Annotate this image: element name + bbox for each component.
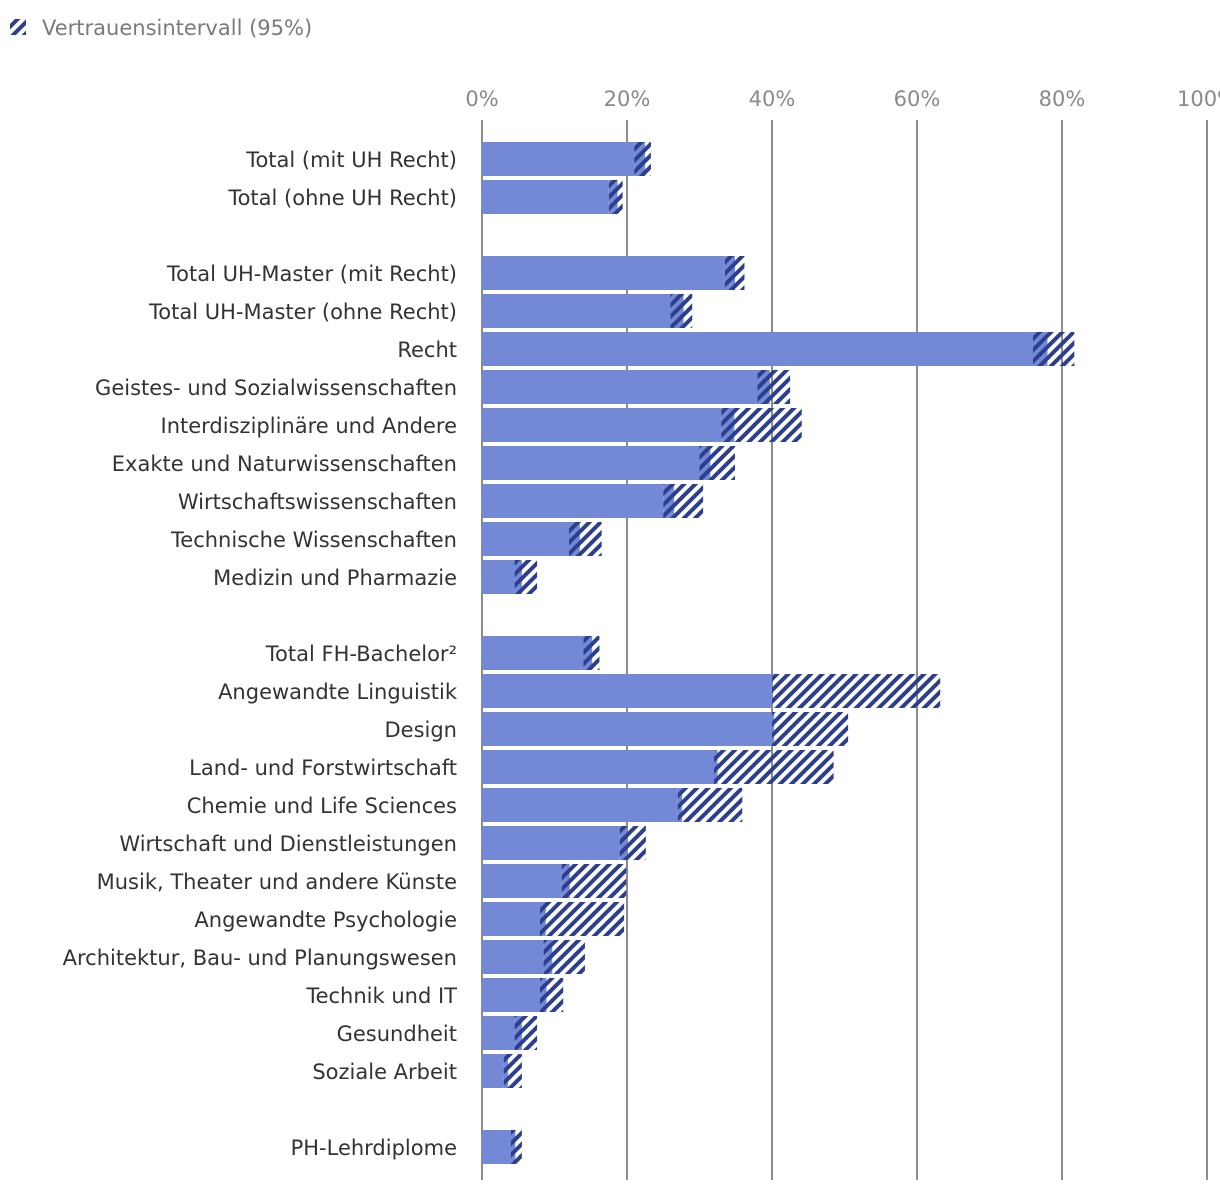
category-label: Exakte und Naturwissenschaften bbox=[112, 452, 457, 476]
confidence-interval bbox=[772, 674, 941, 708]
x-tick-label: 60% bbox=[894, 87, 941, 111]
confidence-interval bbox=[619, 826, 646, 860]
category-label: Technische Wissenschaften bbox=[170, 528, 457, 552]
confidence-interval bbox=[772, 712, 849, 746]
confidence-interval bbox=[540, 902, 625, 936]
category-label: Angewandte Linguistik bbox=[218, 680, 458, 704]
legend: Vertrauensintervall (95%) bbox=[10, 16, 312, 40]
bars bbox=[482, 142, 1075, 1164]
category-label: Chemie und Life Sciences bbox=[187, 794, 457, 818]
bar bbox=[482, 636, 584, 670]
category-label: Interdisziplinäre und Andere bbox=[161, 414, 457, 438]
confidence-interval bbox=[569, 522, 602, 556]
confidence-interval bbox=[561, 864, 627, 898]
confidence-interval bbox=[721, 408, 802, 442]
bar bbox=[482, 712, 772, 746]
category-label: Angewandte Psychologie bbox=[194, 908, 457, 932]
bar bbox=[482, 978, 540, 1012]
bar bbox=[482, 1016, 515, 1050]
bar bbox=[482, 180, 609, 214]
bar bbox=[482, 256, 725, 290]
bar bbox=[482, 826, 620, 860]
bar bbox=[482, 142, 635, 176]
confidence-interval bbox=[1033, 332, 1075, 366]
x-tick-label: 40% bbox=[749, 87, 796, 111]
confidence-interval bbox=[663, 484, 704, 518]
confidence-interval bbox=[514, 1016, 538, 1050]
bar bbox=[482, 902, 540, 936]
bar bbox=[482, 674, 772, 708]
category-label: Recht bbox=[397, 338, 457, 362]
confidence-interval bbox=[670, 294, 693, 328]
bar bbox=[482, 940, 544, 974]
bar bbox=[482, 370, 758, 404]
confidence-interval bbox=[757, 370, 791, 404]
category-label: Total FH-Bachelor² bbox=[265, 642, 457, 666]
bar bbox=[482, 446, 700, 480]
category-label: Geistes- und Sozialwissenschaften bbox=[95, 376, 457, 400]
confidence-interval bbox=[634, 142, 651, 176]
legend-hatch-swatch bbox=[10, 19, 26, 35]
confidence-interval bbox=[511, 1130, 522, 1164]
category-labels: Total (mit UH Recht) Total (ohne UH Recht… bbox=[63, 148, 458, 1160]
confidence-interval bbox=[699, 446, 736, 480]
legend-label: Vertrauensintervall (95%) bbox=[42, 16, 312, 40]
bar bbox=[482, 750, 714, 784]
category-label: Musik, Theater und andere Künste bbox=[97, 870, 457, 894]
bar bbox=[482, 332, 1033, 366]
bar bbox=[482, 864, 562, 898]
x-tick-label: 0% bbox=[465, 87, 498, 111]
confidence-interval bbox=[608, 180, 623, 214]
bar bbox=[482, 408, 722, 442]
category-label: Total UH-Master (ohne Recht) bbox=[148, 300, 457, 324]
confidence-interval bbox=[503, 1054, 522, 1088]
category-label: Total UH-Master (mit Recht) bbox=[166, 262, 457, 286]
bar bbox=[482, 788, 678, 822]
x-tick-label: 100% bbox=[1177, 87, 1220, 111]
bar bbox=[482, 522, 569, 556]
category-label: PH-Lehrdiplome bbox=[291, 1136, 457, 1160]
bar bbox=[482, 294, 671, 328]
confidence-interval bbox=[724, 256, 745, 290]
category-label: Land- und Forstwirtschaft bbox=[189, 756, 457, 780]
x-tick-label: 20% bbox=[604, 87, 651, 111]
category-label: Architektur, Bau- und Planungswesen bbox=[63, 946, 457, 970]
confidence-interval bbox=[540, 978, 564, 1012]
category-label: Technik und IT bbox=[305, 984, 457, 1008]
category-label: Total (mit UH Recht) bbox=[245, 148, 457, 172]
confidence-interval bbox=[514, 560, 538, 594]
x-axis-ticks: 0% 20% 40% 60% 80% 100% bbox=[465, 87, 1220, 111]
category-label: Soziale Arbeit bbox=[312, 1060, 457, 1084]
bar bbox=[482, 560, 515, 594]
category-label: Wirtschaftswissenschaften bbox=[178, 490, 457, 514]
confidence-interval bbox=[543, 940, 585, 974]
bar bbox=[482, 1054, 504, 1088]
bar bbox=[482, 484, 664, 518]
confidence-interval bbox=[677, 788, 743, 822]
category-label: Total (ohne UH Recht) bbox=[227, 186, 457, 210]
bar bbox=[482, 1130, 511, 1164]
category-label: Gesundheit bbox=[337, 1022, 457, 1046]
confidence-interval bbox=[714, 750, 834, 784]
category-label: Design bbox=[384, 718, 457, 742]
x-tick-label: 80% bbox=[1039, 87, 1086, 111]
confidence-interval bbox=[583, 636, 600, 670]
category-label: Medizin und Pharmazie bbox=[213, 566, 457, 590]
category-label: Wirtschaft und Dienstleistungen bbox=[119, 832, 457, 856]
